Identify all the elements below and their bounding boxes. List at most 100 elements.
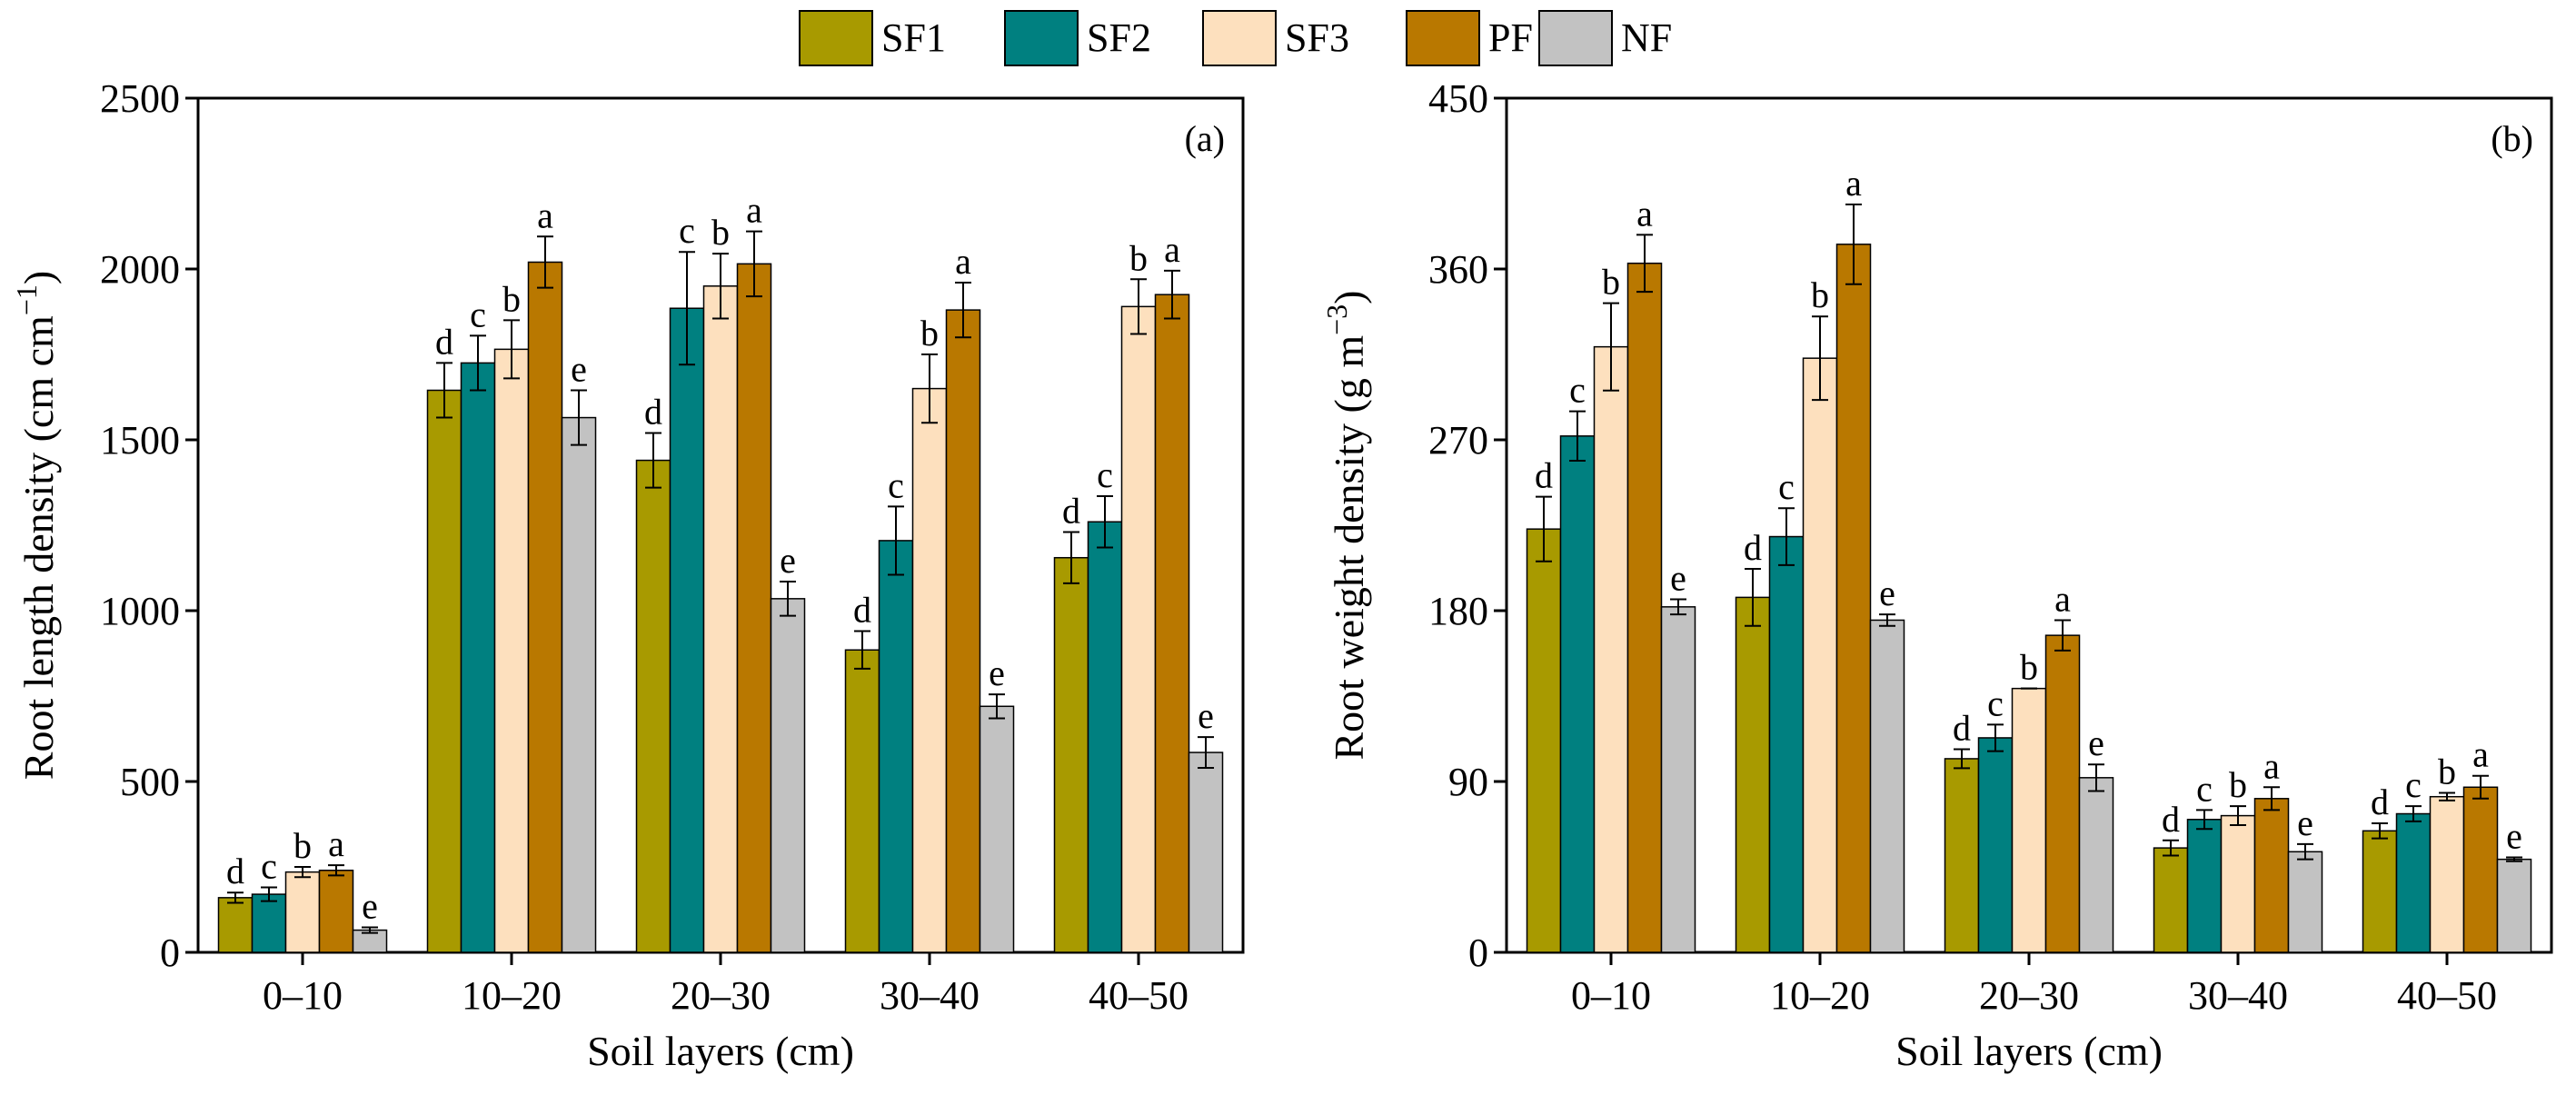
significance-letter: c xyxy=(1987,682,2004,723)
significance-letter: b xyxy=(1811,274,1829,315)
significance-letter: b xyxy=(502,278,521,319)
x-tick-label: 10–20 xyxy=(462,973,562,1018)
bar-sf2 xyxy=(669,307,705,953)
bar-nf xyxy=(561,416,597,953)
legend-label-sf1: SF1 xyxy=(881,15,946,60)
significance-letter: e xyxy=(362,886,378,927)
x-axis-title: Soil layers (cm) xyxy=(1895,1028,2163,1074)
bar-sf3 xyxy=(1802,357,1838,953)
bar-sf1 xyxy=(1735,596,1771,953)
bar-sf2 xyxy=(2186,819,2223,953)
bar-sf1 xyxy=(635,459,671,953)
panel-tag: (a) xyxy=(1185,118,1225,159)
legend-label-nf: NF xyxy=(1621,15,1672,60)
x-tick-label: 20–30 xyxy=(671,973,771,1018)
significance-letter: a xyxy=(1164,229,1180,270)
bar-nf xyxy=(979,705,1015,953)
bar-sf3 xyxy=(284,871,321,953)
bar-sf3 xyxy=(2220,814,2256,953)
panel-tag: (b) xyxy=(2491,118,2533,159)
x-tick-label: 40–50 xyxy=(1089,973,1189,1018)
significance-letter: d xyxy=(644,391,662,432)
y-tick-label: 2000 xyxy=(100,247,180,292)
y-axis-title: Root weight density (g m−3) xyxy=(1320,290,1372,760)
panel-b-root-weight-density: 0 90 180 270 360 450 Root weight density (g m−… xyxy=(1320,76,2553,1074)
significance-letter: e xyxy=(1670,557,1686,598)
significance-letter: c xyxy=(470,294,486,334)
x-tick-label: 0–10 xyxy=(1571,973,1651,1018)
bar-pf xyxy=(1835,244,1872,953)
bar-sf3 xyxy=(493,348,530,953)
bar-sf3 xyxy=(2429,795,2465,953)
bar-pf xyxy=(527,261,563,953)
significance-letter: c xyxy=(2196,768,2213,809)
y-tick-label: 90 xyxy=(1448,760,1488,804)
panel-a-root-length-density: 0 500 1000 1500 2000 2500 Root length density … xyxy=(10,76,1245,1074)
significance-letter: c xyxy=(679,210,695,251)
significance-letter: d xyxy=(2162,799,2180,840)
x-tick-label: 0–10 xyxy=(263,973,343,1018)
bar-sf1 xyxy=(2153,847,2189,953)
significance-letter: e xyxy=(1198,695,1214,736)
y-axis-title: Root length density (cm cm−1) xyxy=(10,271,62,780)
significance-letter: e xyxy=(1879,572,1895,613)
significance-letter: c xyxy=(888,464,904,505)
significance-letter: c xyxy=(1097,454,1113,495)
legend-label-pf: PF xyxy=(1488,15,1533,60)
significance-letter: d xyxy=(1744,527,1762,568)
legend-swatch-sf2 xyxy=(1004,10,1079,66)
significance-letter: b xyxy=(1602,262,1620,303)
bar-sf2 xyxy=(878,540,914,953)
y-tick-label: 360 xyxy=(1428,247,1488,292)
bar-sf1 xyxy=(426,389,462,953)
bar-nf xyxy=(1660,606,1696,953)
significance-letter: b xyxy=(920,313,939,353)
significance-letter: e xyxy=(989,652,1005,693)
y-tick-label: 180 xyxy=(1428,589,1488,633)
bar-pf xyxy=(318,870,354,953)
bar-sf1 xyxy=(2362,830,2398,953)
significance-letter: a xyxy=(328,823,344,864)
y-tick-label: 0 xyxy=(160,931,180,975)
significance-letter: e xyxy=(2506,816,2522,857)
bar-pf xyxy=(2253,798,2290,953)
bar-sf2 xyxy=(1977,737,2014,953)
significance-letter: c xyxy=(2405,764,2422,805)
bar-sf2 xyxy=(460,362,496,953)
significance-letter: a xyxy=(1845,163,1862,204)
significance-letter: b xyxy=(2020,647,2038,688)
bar-sf3 xyxy=(1593,345,1629,953)
bar-pf xyxy=(2044,634,2081,953)
y-tick-label: 1000 xyxy=(100,589,180,633)
bar-pf xyxy=(1154,294,1190,953)
bar-sf3 xyxy=(702,285,739,953)
significance-letter: d xyxy=(226,851,244,891)
significance-letter: a xyxy=(2263,745,2280,786)
significance-letter: d xyxy=(1062,491,1080,532)
legend: SF1 SF2 SF3 PF NF xyxy=(799,10,1672,66)
bar-sf2 xyxy=(1087,521,1123,953)
y-tick-label: 270 xyxy=(1428,418,1488,463)
bar-sf1 xyxy=(1526,528,1562,953)
bar-sf2 xyxy=(2395,812,2432,953)
significance-letter: b xyxy=(2229,764,2247,805)
legend-swatch-nf xyxy=(1538,10,1613,66)
significance-letter: a xyxy=(1636,193,1653,234)
significance-letter: c xyxy=(1778,466,1795,507)
significance-letter: a xyxy=(746,190,762,231)
significance-letter: b xyxy=(2438,752,2456,792)
significance-letter: e xyxy=(2088,722,2104,763)
significance-letter: d xyxy=(853,590,871,631)
bar-sf3 xyxy=(1120,305,1157,953)
legend-label-sf3: SF3 xyxy=(1285,15,1349,60)
legend-label-sf2: SF2 xyxy=(1087,15,1151,60)
x-tick-label: 30–40 xyxy=(2188,973,2288,1018)
significance-letter: c xyxy=(261,846,277,887)
bar-sf2 xyxy=(1768,535,1805,953)
y-tick-label: 450 xyxy=(1428,76,1488,121)
bar-pf xyxy=(2462,786,2499,953)
bar-nf xyxy=(1869,619,1905,953)
x-tick-label: 30–40 xyxy=(880,973,980,1018)
bar-sf3 xyxy=(911,387,948,953)
legend-swatch-pf xyxy=(1406,10,1480,66)
